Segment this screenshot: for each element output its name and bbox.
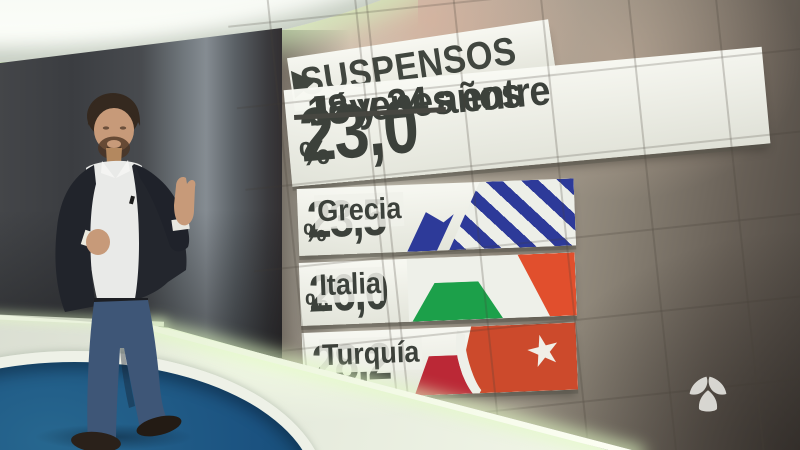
presenter-hand-right	[174, 176, 196, 226]
country-label: Turquía	[318, 335, 423, 374]
presenter	[55, 93, 196, 450]
greece-flag-accent	[406, 211, 455, 252]
presenter-shoe-right	[136, 415, 182, 437]
headline-percent-sign: %	[297, 133, 332, 174]
stat-row-italia: 26,0 % Italia	[298, 252, 578, 326]
lavalier-mic	[129, 195, 135, 205]
italy-flag	[406, 252, 578, 322]
country-label: Italia	[316, 266, 385, 304]
presenter-jacket-left	[55, 165, 96, 312]
turkey-flag: ★	[402, 322, 578, 400]
presenter-jacket-right	[132, 164, 187, 304]
presenter-hand-left	[86, 229, 110, 255]
country-label: Grecia	[313, 191, 405, 230]
presenter-shoe-left	[71, 431, 121, 450]
stat-row-grecia: 23,5 % Grecia	[296, 178, 577, 256]
presenter-jeans	[87, 300, 169, 444]
presenter-neck	[106, 148, 122, 164]
presenter-fringe	[87, 94, 141, 126]
antena3-logo	[689, 376, 727, 412]
greece-flag	[447, 178, 576, 250]
